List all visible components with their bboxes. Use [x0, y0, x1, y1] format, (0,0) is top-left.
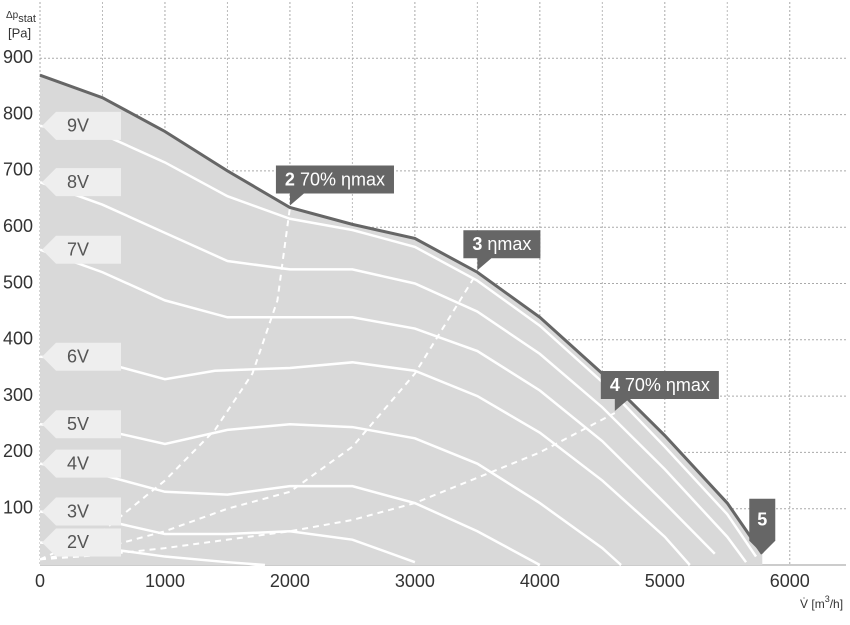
y-tick-label: 100: [3, 497, 33, 517]
y-tick-label: 700: [3, 160, 33, 180]
annotation-text: ηmax: [487, 234, 531, 254]
annotation: 2 70% ηmax: [285, 169, 385, 189]
x-tick-label: 4000: [520, 571, 560, 591]
voltage-curve: [39, 124, 758, 558]
series-label: 8V: [67, 172, 89, 192]
voltage-curve: [39, 180, 748, 563]
x-label-main: V̇: [800, 597, 808, 611]
max-curve: [39, 73, 764, 555]
x-tick-label: 2000: [270, 571, 310, 591]
annotation: 4 70% ηmax: [610, 375, 710, 395]
annotation-text: 70% ηmax: [625, 375, 710, 395]
annotation-number: 5: [757, 509, 767, 529]
series-tag: [42, 497, 121, 526]
annotation-number: 2: [285, 169, 295, 189]
x-tick-label: 5000: [645, 571, 685, 591]
x-tick-label: 6000: [770, 571, 810, 591]
y-label-unit: [Pa]: [8, 25, 31, 40]
series-tag: [42, 111, 121, 140]
y-tick-label: 500: [3, 272, 33, 292]
annotation-box: [749, 498, 776, 554]
x-label: V̇ [m3/h]: [800, 594, 843, 611]
series-tag: [42, 410, 121, 439]
y-tick-label: 600: [3, 216, 33, 236]
series-label: 4V: [67, 453, 89, 473]
series-label: 3V: [67, 501, 89, 521]
x-tick-label: 3000: [395, 571, 435, 591]
voltage-curve: [39, 462, 541, 567]
series-tag: [42, 528, 121, 557]
series-label: 5V: [67, 414, 89, 434]
voltage-curve: [39, 355, 691, 566]
series-label: 6V: [67, 346, 89, 366]
annotation-text: 70% ηmax: [300, 169, 385, 189]
y-label-main: Δp: [6, 10, 19, 21]
series-tag: [42, 449, 121, 478]
annotation-box: [600, 370, 719, 411]
voltage-curve: [39, 422, 622, 566]
x-label-pre: [m: [811, 597, 824, 611]
x-tick-label: 0: [35, 571, 45, 591]
annotation: 3 ηmax: [472, 234, 531, 254]
series-tag: [42, 235, 121, 264]
y-tick-label: 200: [3, 441, 33, 461]
series-tag: [42, 168, 121, 197]
annotation-number: 4: [610, 375, 620, 395]
operating-area: [40, 75, 763, 565]
annotation-number: 3: [472, 234, 482, 254]
y-tick-label: 300: [3, 385, 33, 405]
y-tick-label: 900: [3, 47, 33, 67]
plot: [39, 73, 764, 567]
series-tag: [42, 342, 121, 371]
x-label-post: /h]: [830, 597, 843, 611]
y-label: Δpstat: [6, 10, 36, 25]
y-tick-label: 400: [3, 329, 33, 349]
annotation-box: [275, 165, 394, 206]
annotation-box: [463, 230, 541, 271]
series-label: 2V: [67, 532, 89, 552]
x-tick-label: 1000: [145, 571, 185, 591]
series-label: 9V: [67, 116, 89, 136]
voltage-curve: [39, 248, 716, 555]
series-label: 7V: [67, 239, 89, 259]
x-label-sup: 3: [825, 594, 830, 604]
labels: 0 1000 2000 3000 4000 5000 6000 100 200 300 400 500…: [3, 47, 810, 591]
y-tick-label: 800: [3, 103, 33, 123]
y-label-sub: stat: [18, 13, 36, 25]
